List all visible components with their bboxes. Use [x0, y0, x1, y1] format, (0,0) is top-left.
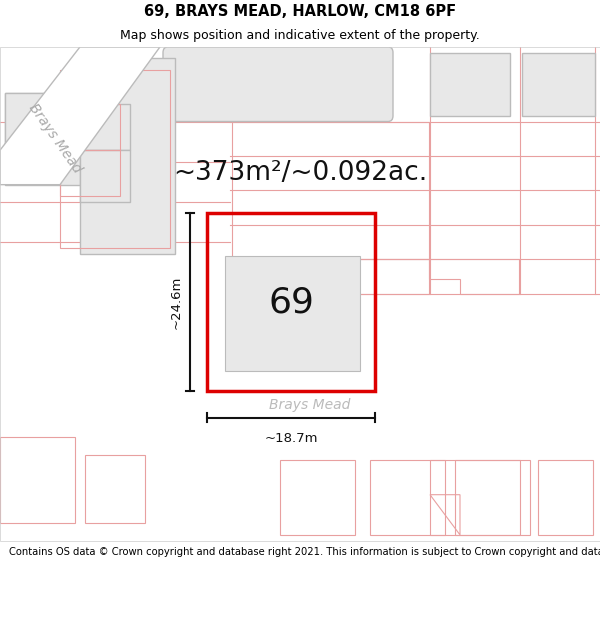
- Text: 69: 69: [268, 286, 314, 319]
- Bar: [538, 460, 593, 535]
- Bar: [430, 52, 510, 116]
- Text: ~18.7m: ~18.7m: [264, 432, 318, 445]
- Text: Map shows position and indicative extent of the property.: Map shows position and indicative extent…: [120, 29, 480, 42]
- Polygon shape: [5, 92, 100, 150]
- Bar: [225, 256, 360, 371]
- Bar: [232, 259, 429, 294]
- FancyBboxPatch shape: [163, 47, 393, 121]
- Text: Brays Mead: Brays Mead: [26, 101, 84, 176]
- Polygon shape: [80, 58, 175, 254]
- Bar: [522, 52, 595, 116]
- Text: Contains OS data © Crown copyright and database right 2021. This information is : Contains OS data © Crown copyright and d…: [9, 546, 600, 556]
- Text: ~373m²/~0.092ac.: ~373m²/~0.092ac.: [173, 160, 427, 186]
- Bar: [370, 460, 445, 535]
- Text: 69, BRAYS MEAD, HARLOW, CM18 6PF: 69, BRAYS MEAD, HARLOW, CM18 6PF: [144, 4, 456, 19]
- Polygon shape: [5, 92, 150, 184]
- Bar: [207, 213, 375, 391]
- Polygon shape: [80, 104, 130, 150]
- Text: Brays Mead: Brays Mead: [269, 398, 350, 412]
- Polygon shape: [0, 47, 160, 184]
- Bar: [280, 460, 355, 535]
- Bar: [232, 121, 429, 259]
- Text: ~24.6m: ~24.6m: [170, 276, 182, 329]
- Polygon shape: [80, 150, 130, 202]
- Bar: [455, 460, 530, 535]
